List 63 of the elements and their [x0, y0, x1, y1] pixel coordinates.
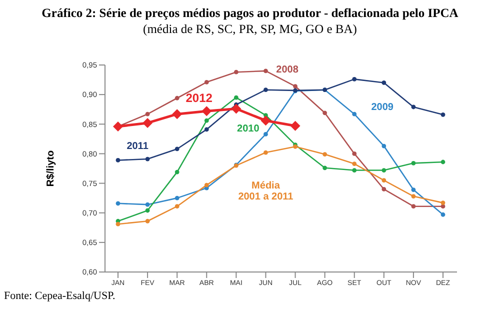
point	[174, 96, 180, 100]
series-label: 2009	[371, 102, 394, 114]
chart-subtitle: (média de RS, SC, PR, SP, MG, GO e BA)	[142, 22, 358, 37]
point	[440, 160, 446, 164]
series-label: 2011	[126, 141, 149, 152]
point	[352, 168, 357, 172]
point	[352, 112, 357, 116]
point	[174, 170, 180, 174]
point	[411, 104, 416, 110]
point	[322, 110, 328, 116]
point	[293, 84, 298, 88]
source-note: Fonte: Cepea-Esalq/USP.	[4, 290, 116, 302]
point	[352, 152, 357, 156]
point	[145, 218, 150, 224]
point	[116, 222, 120, 226]
point	[172, 109, 182, 120]
point	[290, 120, 300, 131]
point	[142, 118, 153, 128]
point	[174, 196, 180, 200]
point	[264, 150, 268, 155]
chart-title: Gráfico 2: Série de preços médios pagos ao produtor - deflacionada pelo IPCA	[40, 6, 460, 21]
series-label: 2012	[186, 91, 213, 106]
point	[264, 88, 268, 92]
point	[231, 104, 242, 114]
point	[382, 168, 386, 172]
point	[145, 202, 150, 207]
point	[234, 70, 238, 74]
point	[204, 80, 209, 84]
point	[382, 187, 386, 192]
point	[202, 106, 212, 116]
point	[264, 132, 268, 136]
point	[411, 188, 416, 192]
point	[174, 146, 180, 152]
series-label: 2010	[237, 124, 260, 135]
point	[264, 68, 268, 74]
series-label: 2008	[276, 64, 299, 76]
point	[113, 122, 123, 132]
point	[145, 208, 150, 213]
point	[204, 118, 209, 123]
point	[204, 182, 209, 188]
point	[116, 201, 120, 206]
point	[382, 144, 386, 148]
point	[234, 95, 238, 100]
point	[411, 194, 416, 198]
point	[440, 112, 446, 117]
point	[116, 158, 120, 162]
point	[440, 200, 446, 206]
point	[322, 152, 328, 157]
series-label: Média 2001 a 2011	[238, 180, 294, 203]
point	[204, 127, 209, 132]
point	[382, 178, 386, 183]
point	[440, 212, 446, 217]
point	[174, 204, 180, 209]
y-axis-title: R$/liyto	[46, 150, 57, 187]
point	[145, 156, 150, 162]
point	[260, 116, 271, 126]
point	[352, 162, 357, 166]
point	[352, 76, 357, 82]
point	[411, 204, 416, 209]
point	[411, 160, 416, 166]
point	[145, 112, 150, 116]
point	[322, 166, 328, 170]
point	[382, 80, 386, 85]
